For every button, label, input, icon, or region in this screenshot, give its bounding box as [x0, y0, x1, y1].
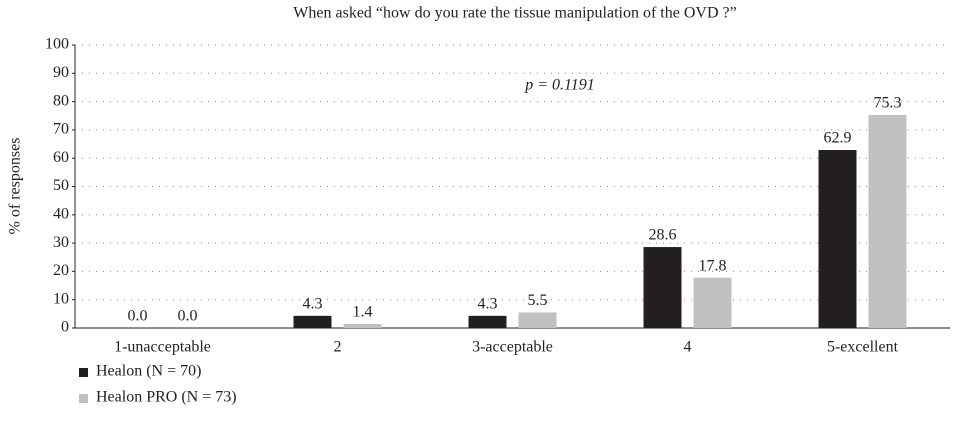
annotation: p = 0.1191: [524, 77, 595, 94]
x-tick-label: 4: [684, 339, 692, 356]
value-label: 0.0: [178, 308, 198, 325]
value-label: 75.3: [874, 95, 902, 112]
chart-title: When asked “how do you rate the tissue m…: [293, 5, 736, 22]
x-tick-label: 5-excellent: [827, 339, 899, 356]
bar: [468, 315, 507, 328]
y-tick-label: 100: [45, 36, 69, 53]
y-tick-label: 20: [53, 262, 69, 279]
bar: [818, 149, 857, 328]
value-label: 28.6: [649, 227, 677, 244]
value-label: 1.4: [353, 304, 373, 321]
x-tick-label: 1-unacceptable: [114, 339, 211, 356]
value-label: 4.3: [303, 296, 323, 313]
value-label: 62.9: [824, 130, 852, 147]
y-tick-label: 60: [53, 149, 69, 166]
bar: [343, 324, 382, 328]
x-tick-label: 3-acceptable: [472, 339, 553, 356]
y-tick-label: 70: [53, 121, 69, 138]
legend-swatch: [79, 394, 88, 403]
y-tick-label: 10: [53, 290, 69, 307]
bar: [518, 312, 557, 328]
legend-label: Healon PRO (N = 73): [96, 389, 237, 406]
value-label: 0.0: [128, 308, 148, 325]
y-tick-label: 40: [53, 205, 69, 222]
bar: [868, 114, 907, 328]
y-axis-label: % of responses: [7, 138, 24, 235]
value-label: 5.5: [528, 292, 548, 309]
bar: [293, 315, 332, 328]
y-tick-label: 50: [53, 177, 69, 194]
y-tick-label: 90: [53, 64, 69, 81]
x-tick-label: 2: [334, 339, 342, 356]
y-tick-label: 80: [53, 92, 69, 109]
legend-label: Healon (N = 70): [96, 363, 201, 380]
value-label: 4.3: [478, 296, 498, 313]
legend-swatch: [79, 368, 88, 377]
value-label: 17.8: [699, 257, 727, 274]
bar: [643, 247, 682, 328]
y-tick-label: 0: [61, 319, 69, 336]
bar: [693, 277, 732, 328]
y-tick-label: 30: [53, 234, 69, 251]
